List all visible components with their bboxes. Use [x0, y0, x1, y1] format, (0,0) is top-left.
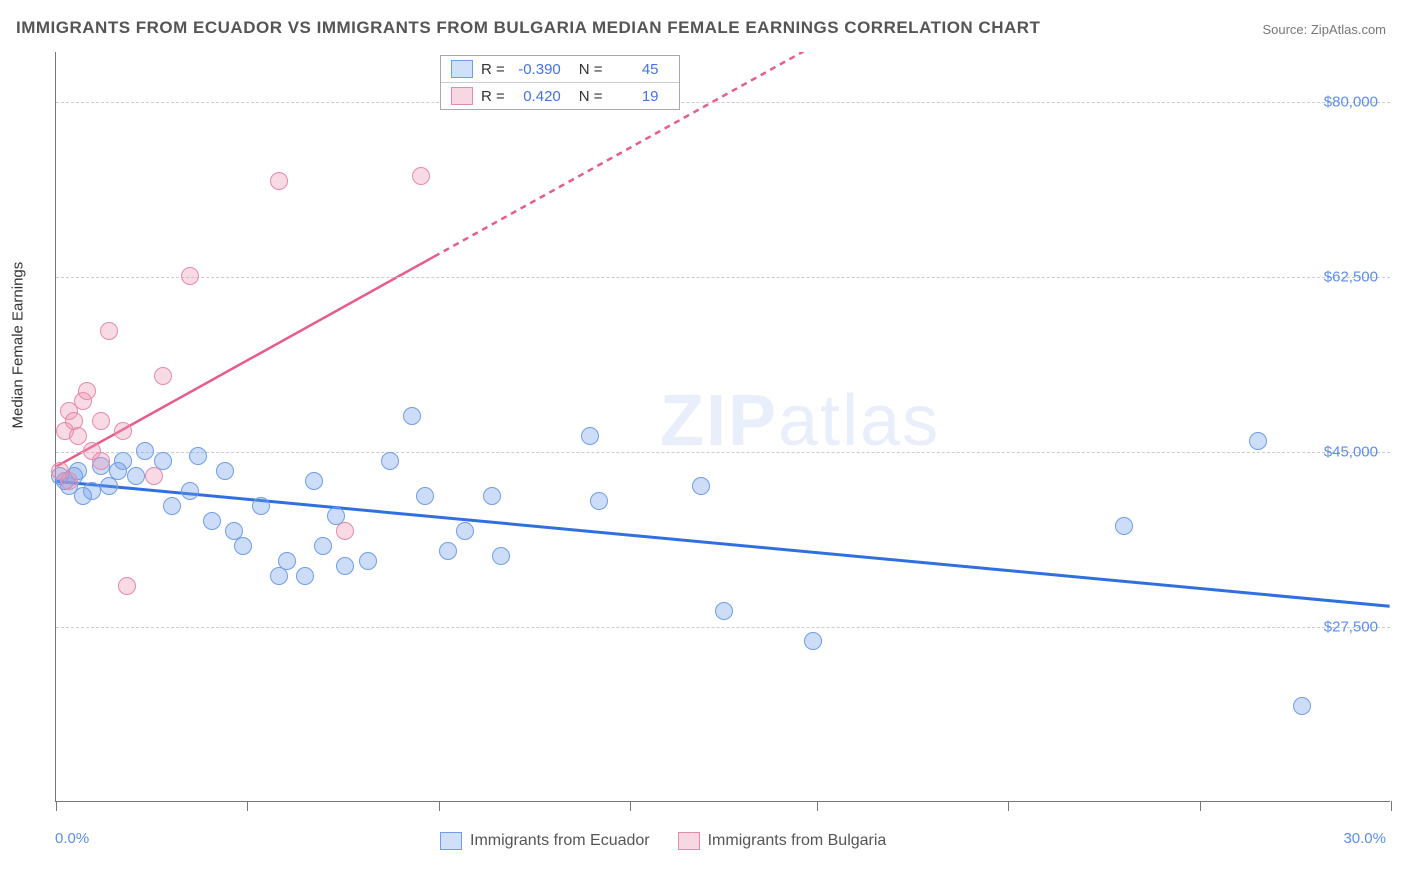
- series-swatch: [451, 60, 473, 78]
- data-point: [163, 497, 181, 515]
- x-tick: [1008, 801, 1009, 811]
- data-point: [336, 522, 354, 540]
- data-point: [145, 467, 163, 485]
- data-point: [203, 512, 221, 530]
- data-point: [216, 462, 234, 480]
- legend-item: Immigrants from Ecuador: [440, 832, 650, 850]
- stats-legend-box: R = -0.390 N = 45 R = 0.420 N = 19: [440, 55, 680, 110]
- data-point: [60, 472, 78, 490]
- n-value: 45: [611, 61, 659, 78]
- source-attribution: Source: ZipAtlas.com: [1262, 22, 1386, 37]
- data-point: [278, 552, 296, 570]
- data-point: [336, 557, 354, 575]
- data-point: [92, 412, 110, 430]
- data-point: [114, 452, 132, 470]
- data-point: [359, 552, 377, 570]
- data-point: [118, 577, 136, 595]
- data-point: [136, 442, 154, 460]
- data-point: [804, 632, 822, 650]
- r-label: R =: [481, 88, 505, 105]
- x-tick: [439, 801, 440, 811]
- data-point: [154, 367, 172, 385]
- series-swatch: [678, 832, 700, 850]
- r-label: R =: [481, 61, 505, 78]
- data-point: [439, 542, 457, 560]
- data-point: [492, 547, 510, 565]
- chart-title: IMMIGRANTS FROM ECUADOR VS IMMIGRANTS FR…: [16, 18, 1040, 38]
- legend-item: Immigrants from Bulgaria: [678, 832, 887, 850]
- data-point: [1249, 432, 1267, 450]
- gridline: [56, 627, 1390, 628]
- legend-label: Immigrants from Bulgaria: [708, 832, 887, 850]
- data-point: [69, 427, 87, 445]
- data-point: [234, 537, 252, 555]
- y-tick-label: $27,500: [1324, 619, 1378, 636]
- data-point: [715, 602, 733, 620]
- x-tick: [56, 801, 57, 811]
- gridline: [56, 452, 1390, 453]
- data-point: [100, 322, 118, 340]
- data-point: [581, 427, 599, 445]
- data-point: [83, 482, 101, 500]
- plot-area: $27,500 $45,000 $62,500 $80,000: [55, 52, 1390, 802]
- data-point: [1293, 697, 1311, 715]
- y-tick-label: $80,000: [1324, 94, 1378, 111]
- data-point: [181, 482, 199, 500]
- y-axis-label: Median Female Earnings: [10, 262, 27, 429]
- data-point: [692, 477, 710, 495]
- x-tick: [817, 801, 818, 811]
- data-point: [92, 452, 110, 470]
- data-point: [78, 382, 96, 400]
- x-axis-min-label: 0.0%: [55, 830, 89, 847]
- data-point: [1115, 517, 1133, 535]
- series-swatch: [440, 832, 462, 850]
- data-point: [483, 487, 501, 505]
- x-tick: [1391, 801, 1392, 811]
- stats-row: R = -0.390 N = 45: [441, 56, 679, 82]
- bottom-legend: Immigrants from Ecuador Immigrants from B…: [440, 832, 886, 850]
- x-tick: [1200, 801, 1201, 811]
- data-point: [296, 567, 314, 585]
- data-point: [127, 467, 145, 485]
- data-point: [416, 487, 434, 505]
- y-tick-label: $45,000: [1324, 444, 1378, 461]
- series-swatch: [451, 87, 473, 105]
- data-point: [381, 452, 399, 470]
- data-point: [403, 407, 421, 425]
- r-value: -0.390: [513, 61, 561, 78]
- data-point: [314, 537, 332, 555]
- legend-label: Immigrants from Ecuador: [470, 832, 650, 850]
- n-label: N =: [579, 88, 603, 105]
- x-tick: [247, 801, 248, 811]
- y-tick-label: $62,500: [1324, 269, 1378, 286]
- gridline: [56, 277, 1390, 278]
- trend-lines-svg: [56, 52, 1390, 801]
- stats-row: R = 0.420 N = 19: [441, 82, 679, 109]
- x-tick: [630, 801, 631, 811]
- x-axis-max-label: 30.0%: [1343, 830, 1386, 847]
- data-point: [305, 472, 323, 490]
- data-point: [412, 167, 430, 185]
- gridline: [56, 102, 1390, 103]
- data-point: [590, 492, 608, 510]
- n-label: N =: [579, 61, 603, 78]
- n-value: 19: [611, 88, 659, 105]
- data-point: [270, 172, 288, 190]
- data-point: [181, 267, 199, 285]
- r-value: 0.420: [513, 88, 561, 105]
- data-point: [114, 422, 132, 440]
- data-point: [189, 447, 207, 465]
- data-point: [456, 522, 474, 540]
- data-point: [252, 497, 270, 515]
